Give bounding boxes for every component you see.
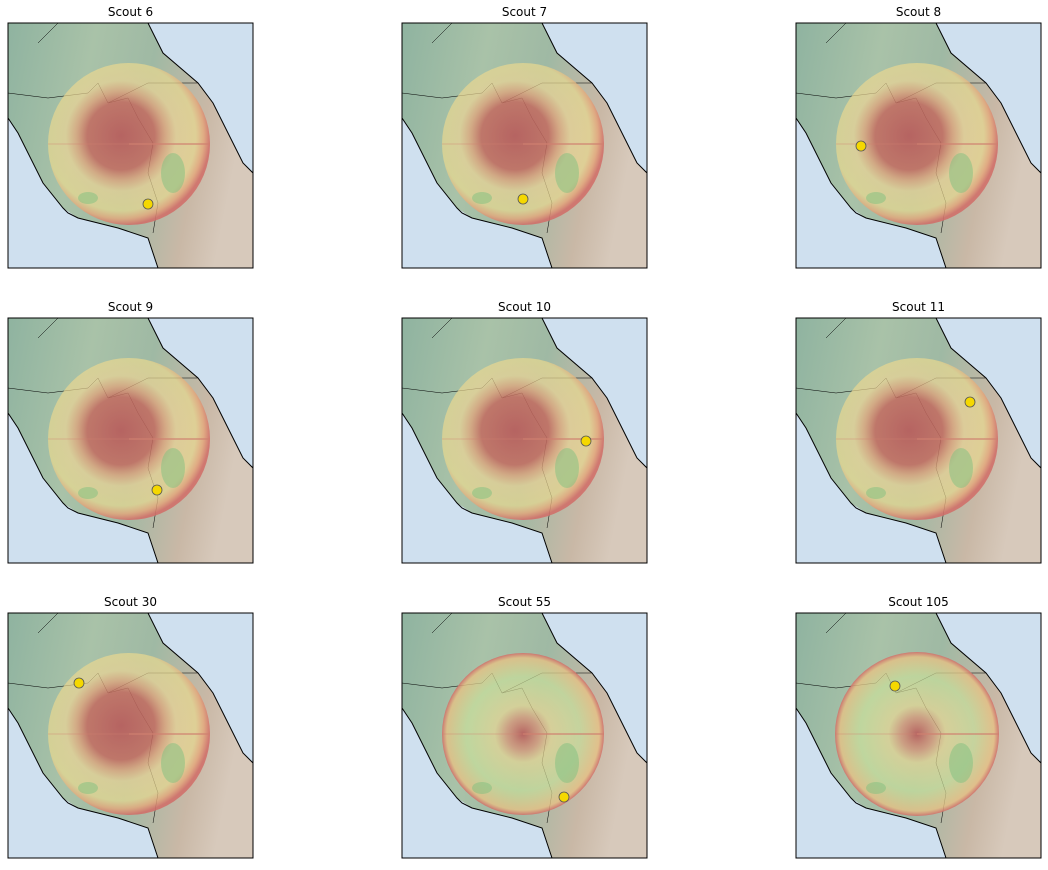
coastline: [796, 318, 1041, 563]
green-patch: [161, 448, 185, 488]
map-content: [8, 318, 253, 563]
map-panel: [7, 612, 254, 859]
scout-marker: [558, 791, 570, 803]
map-panel: [795, 317, 1042, 564]
map-content: [402, 23, 647, 268]
coastline: [402, 318, 647, 563]
panel-title: Scout 7: [502, 5, 547, 19]
panel-title: Scout 8: [896, 5, 941, 19]
green-patch: [472, 487, 492, 499]
panel-frame: [795, 317, 1042, 564]
map-panel: [401, 612, 648, 859]
green-patch: [78, 487, 98, 499]
green-patch: [949, 153, 973, 193]
map-content: [8, 613, 253, 858]
green-patch: [161, 743, 185, 783]
green-patch: [78, 192, 98, 204]
map-panel: [795, 22, 1042, 269]
map-panel: [401, 22, 648, 269]
scout-marker: [580, 435, 592, 447]
green-patch: [555, 153, 579, 193]
map-content: [402, 318, 647, 563]
green-patch: [555, 743, 579, 783]
green-patch: [949, 448, 973, 488]
scout-marker: [517, 193, 529, 205]
map-content: [796, 318, 1041, 563]
coastline: [8, 613, 253, 858]
green-patch: [866, 782, 886, 794]
panel-frame: [795, 22, 1042, 269]
green-patch: [866, 487, 886, 499]
panel-frame: [7, 22, 254, 269]
panel-frame: [7, 317, 254, 564]
green-patch: [866, 192, 886, 204]
scout-marker: [855, 140, 867, 152]
coastline: [402, 613, 647, 858]
panel-title: Scout 55: [498, 595, 551, 609]
panel-title: Scout 10: [498, 300, 551, 314]
coastline: [8, 23, 253, 268]
map-panel: [7, 22, 254, 269]
map-content: [796, 613, 1041, 858]
panel-frame: [401, 317, 648, 564]
panel-title: Scout 30: [104, 595, 157, 609]
panel-frame: [795, 612, 1042, 859]
coastline: [8, 318, 253, 563]
map-content: [402, 613, 647, 858]
coastline: [796, 613, 1041, 858]
coastline: [402, 23, 647, 268]
map-panel: [7, 317, 254, 564]
scout-marker: [142, 198, 154, 210]
green-patch: [555, 448, 579, 488]
green-patch: [472, 192, 492, 204]
map-panel: [401, 317, 648, 564]
panel-frame: [401, 22, 648, 269]
green-patch: [161, 153, 185, 193]
green-patch: [949, 743, 973, 783]
green-patch: [472, 782, 492, 794]
scout-marker: [889, 680, 901, 692]
panel-frame: [401, 612, 648, 859]
panel-frame: [7, 612, 254, 859]
panel-title: Scout 6: [108, 5, 153, 19]
coastline: [796, 23, 1041, 268]
scout-marker: [151, 484, 163, 496]
map-panel: [795, 612, 1042, 859]
map-content: [796, 23, 1041, 268]
panel-title: Scout 11: [892, 300, 945, 314]
panel-title: Scout 9: [108, 300, 153, 314]
scout-marker: [964, 396, 976, 408]
scout-marker: [73, 677, 85, 689]
green-patch: [78, 782, 98, 794]
panel-title: Scout 105: [888, 595, 949, 609]
map-content: [8, 23, 253, 268]
